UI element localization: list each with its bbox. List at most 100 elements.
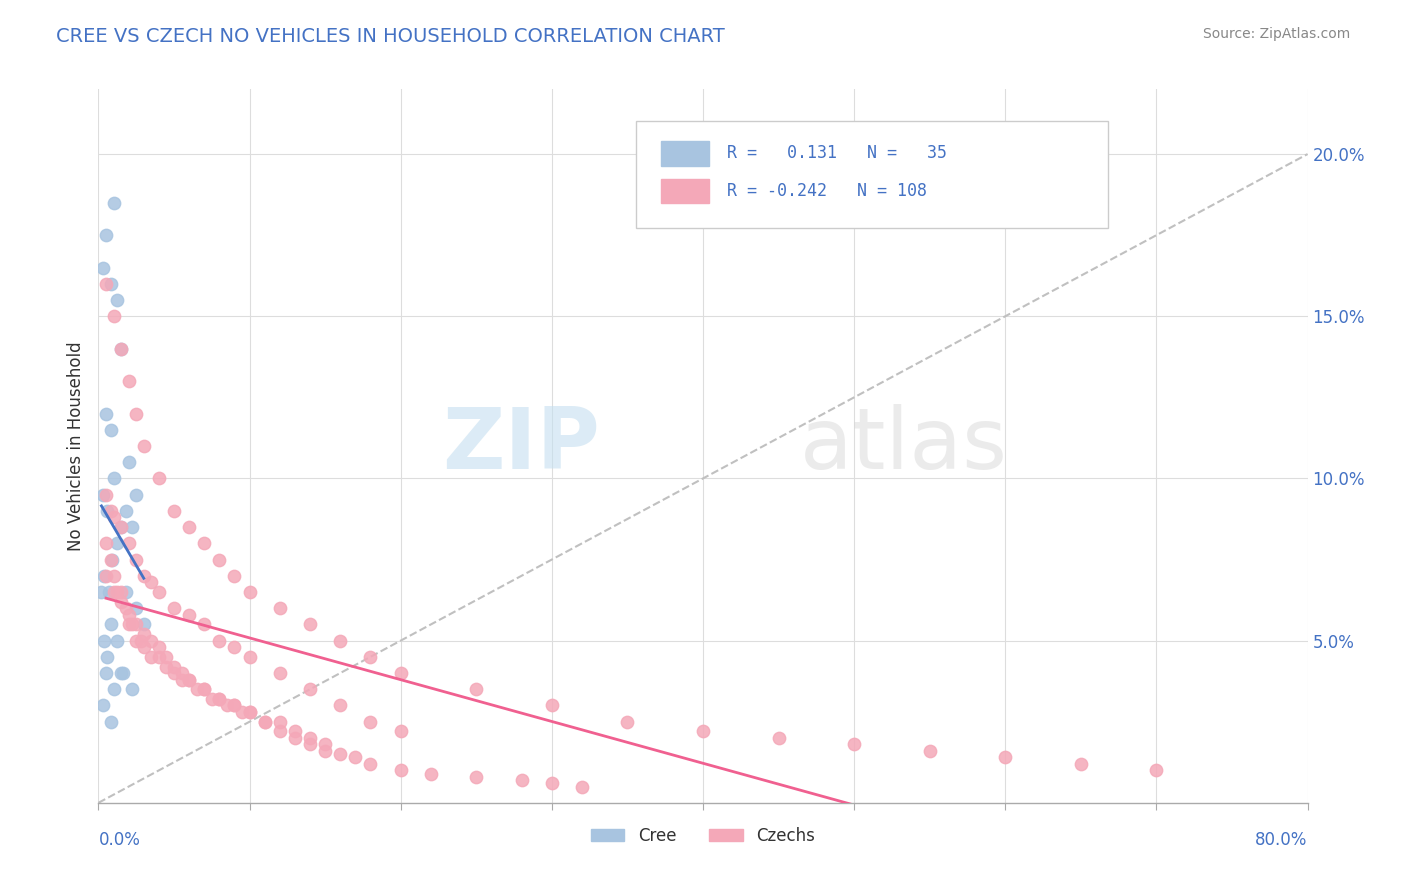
Point xyxy=(110,520,132,534)
Point xyxy=(208,692,231,706)
Point xyxy=(91,698,114,713)
Point xyxy=(269,666,291,681)
Point xyxy=(329,747,352,761)
Point xyxy=(163,504,186,518)
Point xyxy=(94,277,117,291)
Point xyxy=(141,575,163,590)
Point xyxy=(193,682,215,697)
Point xyxy=(118,455,141,469)
Point xyxy=(510,773,533,788)
Y-axis label: No Vehicles in Household: No Vehicles in Household xyxy=(66,341,84,551)
Point xyxy=(90,585,112,599)
Point xyxy=(110,342,132,356)
Point xyxy=(125,552,148,566)
Point xyxy=(465,770,488,784)
Point xyxy=(94,407,117,421)
Point xyxy=(299,682,322,697)
Point xyxy=(299,738,322,752)
Point xyxy=(616,714,638,729)
Point xyxy=(193,682,215,697)
Point xyxy=(110,666,132,681)
Point xyxy=(389,764,412,778)
Point xyxy=(193,617,215,632)
Point xyxy=(420,766,443,780)
Point xyxy=(114,601,136,615)
Point xyxy=(103,510,125,524)
Point xyxy=(571,780,593,794)
Point xyxy=(94,228,117,243)
Point xyxy=(103,682,125,697)
Point xyxy=(129,633,152,648)
Point xyxy=(93,633,115,648)
Point xyxy=(231,705,253,719)
Point xyxy=(215,698,238,713)
Text: Source: ZipAtlas.com: Source: ZipAtlas.com xyxy=(1202,27,1350,41)
Point xyxy=(179,673,201,687)
Point xyxy=(148,640,170,654)
FancyBboxPatch shape xyxy=(661,179,709,203)
Point xyxy=(1144,764,1167,778)
Point xyxy=(360,756,382,771)
Point xyxy=(103,585,125,599)
Point xyxy=(239,705,262,719)
Point xyxy=(239,705,262,719)
Point xyxy=(269,714,291,729)
Point xyxy=(179,607,201,622)
Point xyxy=(98,585,121,599)
Point xyxy=(239,585,262,599)
Point xyxy=(284,724,307,739)
Legend: Cree, Czechs: Cree, Czechs xyxy=(585,821,821,852)
Point xyxy=(389,666,412,681)
Point xyxy=(94,488,117,502)
Point xyxy=(170,666,193,681)
Point xyxy=(360,714,382,729)
Text: CREE VS CZECH NO VEHICLES IN HOUSEHOLD CORRELATION CHART: CREE VS CZECH NO VEHICLES IN HOUSEHOLD C… xyxy=(56,27,725,45)
Point xyxy=(329,698,352,713)
Point xyxy=(132,568,155,582)
Point xyxy=(208,552,231,566)
Point xyxy=(224,698,246,713)
Point xyxy=(540,776,562,790)
Point xyxy=(768,731,790,745)
Point xyxy=(103,568,125,582)
Point xyxy=(314,738,336,752)
Point xyxy=(141,633,163,648)
Point xyxy=(114,585,136,599)
Point xyxy=(360,649,382,664)
Point xyxy=(94,666,117,681)
Point xyxy=(103,471,125,485)
Point xyxy=(155,649,177,664)
Point xyxy=(125,633,148,648)
Text: ZIP: ZIP xyxy=(443,404,600,488)
Point xyxy=(110,585,132,599)
Point xyxy=(121,520,143,534)
Point xyxy=(93,568,115,582)
Point xyxy=(224,698,246,713)
Point xyxy=(132,627,155,641)
Point xyxy=(125,617,148,632)
Point xyxy=(110,595,132,609)
Point xyxy=(125,407,148,421)
Point xyxy=(540,698,562,713)
Point xyxy=(163,601,186,615)
Point xyxy=(269,601,291,615)
Point xyxy=(100,423,122,437)
Point xyxy=(91,488,114,502)
Point xyxy=(253,714,276,729)
Point xyxy=(148,471,170,485)
Point xyxy=(179,673,201,687)
Point xyxy=(121,617,143,632)
Point xyxy=(844,738,866,752)
Point xyxy=(132,439,155,453)
Point xyxy=(269,724,291,739)
FancyBboxPatch shape xyxy=(637,121,1108,228)
Point xyxy=(100,552,122,566)
Point xyxy=(918,744,941,758)
Point xyxy=(111,666,134,681)
Point xyxy=(1070,756,1092,771)
Point xyxy=(118,374,141,388)
Point xyxy=(100,277,122,291)
Point xyxy=(121,682,143,697)
Point xyxy=(170,673,193,687)
Point xyxy=(208,692,231,706)
